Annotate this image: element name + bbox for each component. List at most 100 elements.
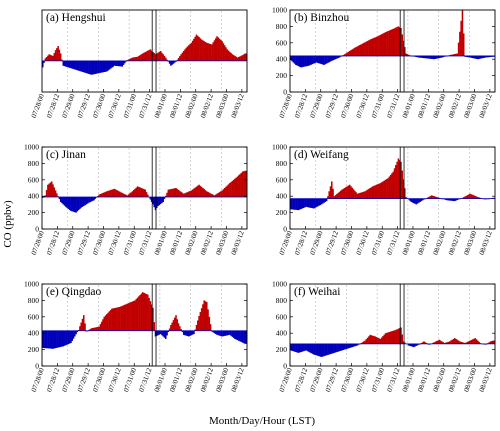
plot-frame [41, 283, 248, 367]
data-bar [61, 59, 63, 61]
data-bar [104, 60, 107, 72]
data-bar [145, 192, 148, 198]
y-tick-label: 400 [28, 192, 40, 201]
data-bar [62, 197, 65, 205]
data-bar [74, 330, 76, 337]
x-tick-label: 07/29/00 [309, 366, 325, 393]
data-bar [348, 51, 351, 56]
x-tick-label: 08/02/00 [432, 366, 448, 393]
data-bar [392, 171, 395, 199]
data-bar [186, 46, 189, 61]
data-bar [214, 38, 217, 61]
data-bar [487, 343, 489, 344]
data-bar [231, 54, 234, 61]
data-bar [339, 190, 342, 199]
y-tick-label: 800 [28, 159, 40, 168]
data-bar [359, 192, 361, 199]
data-bar [63, 197, 66, 206]
data-bar [456, 53, 459, 56]
data-bar [49, 330, 52, 349]
data-bar [94, 60, 97, 74]
data-bar [130, 58, 132, 61]
data-bar [198, 184, 200, 198]
data-bar [83, 60, 85, 73]
data-bar [407, 343, 410, 346]
data-bar [352, 189, 355, 199]
data-bar [134, 300, 136, 331]
data-bar [364, 340, 366, 344]
data-bar [230, 53, 232, 61]
data-bar [104, 191, 107, 198]
data-bar [347, 343, 350, 349]
panel-title: (b) Binzhou [294, 12, 350, 24]
data-bar [97, 60, 99, 74]
panel-title: (a) Hengshui [46, 12, 106, 24]
data-bar [121, 60, 123, 67]
data-bar [230, 181, 232, 198]
data-bar [52, 184, 54, 198]
data-bar [85, 197, 88, 205]
data-bar [480, 55, 483, 59]
data-bar [203, 189, 205, 198]
data-bar [350, 186, 352, 199]
data-bar [410, 343, 412, 347]
data-bar [366, 40, 369, 56]
x-tick-label: 08/01/12 [416, 229, 432, 256]
data-bar [414, 343, 416, 347]
x-tick-label: 08/02/00 [432, 229, 448, 256]
data-bar [439, 55, 442, 58]
data-bar [387, 31, 389, 56]
data-bar [405, 53, 407, 56]
x-tick-label: 07/30/12 [355, 366, 371, 393]
data-bar [117, 307, 120, 331]
data-bar [189, 330, 191, 336]
data-bar [295, 343, 297, 353]
data-bar [432, 55, 434, 60]
data-bar [195, 34, 198, 61]
x-tick-label: 08/01/00 [401, 366, 417, 393]
data-bar [357, 193, 360, 199]
data-bar [451, 198, 453, 201]
data-bar [401, 34, 403, 56]
data-bar [103, 316, 106, 331]
data-bar [190, 330, 193, 336]
data-bar [126, 195, 129, 198]
data-bar [239, 56, 241, 61]
data-bar [57, 46, 59, 61]
data-bar [57, 196, 59, 198]
data-bar [459, 31, 461, 56]
x-tick-label: 08/03/00 [214, 366, 230, 393]
data-bar [475, 55, 478, 59]
data-bar [393, 330, 396, 344]
data-bar [235, 177, 237, 198]
data-bar [216, 36, 218, 61]
data-bar [104, 315, 107, 331]
data-bar [379, 183, 382, 199]
data-bar [336, 343, 338, 353]
data-bar [398, 27, 401, 56]
data-bar [310, 55, 313, 65]
data-bar [470, 194, 473, 199]
data-bar [116, 190, 118, 198]
data-bar [200, 308, 203, 331]
data-bar [143, 52, 145, 61]
data-bar [100, 321, 103, 331]
data-bar [162, 330, 164, 337]
data-bar [479, 55, 482, 59]
data-bar [305, 55, 307, 67]
data-bar [79, 197, 81, 209]
plot-frame [41, 9, 248, 93]
data-bar [359, 44, 361, 56]
data-bar [373, 336, 375, 344]
data-bar [86, 60, 89, 74]
data-bar [316, 198, 319, 207]
data-bar [95, 327, 98, 331]
data-bar [168, 189, 171, 198]
data-bar [314, 198, 316, 208]
data-bar [475, 196, 478, 199]
data-bar [407, 198, 410, 200]
data-bar [45, 330, 48, 349]
data-bar [437, 55, 439, 59]
data-bar [156, 330, 158, 336]
data-bar [177, 323, 180, 331]
